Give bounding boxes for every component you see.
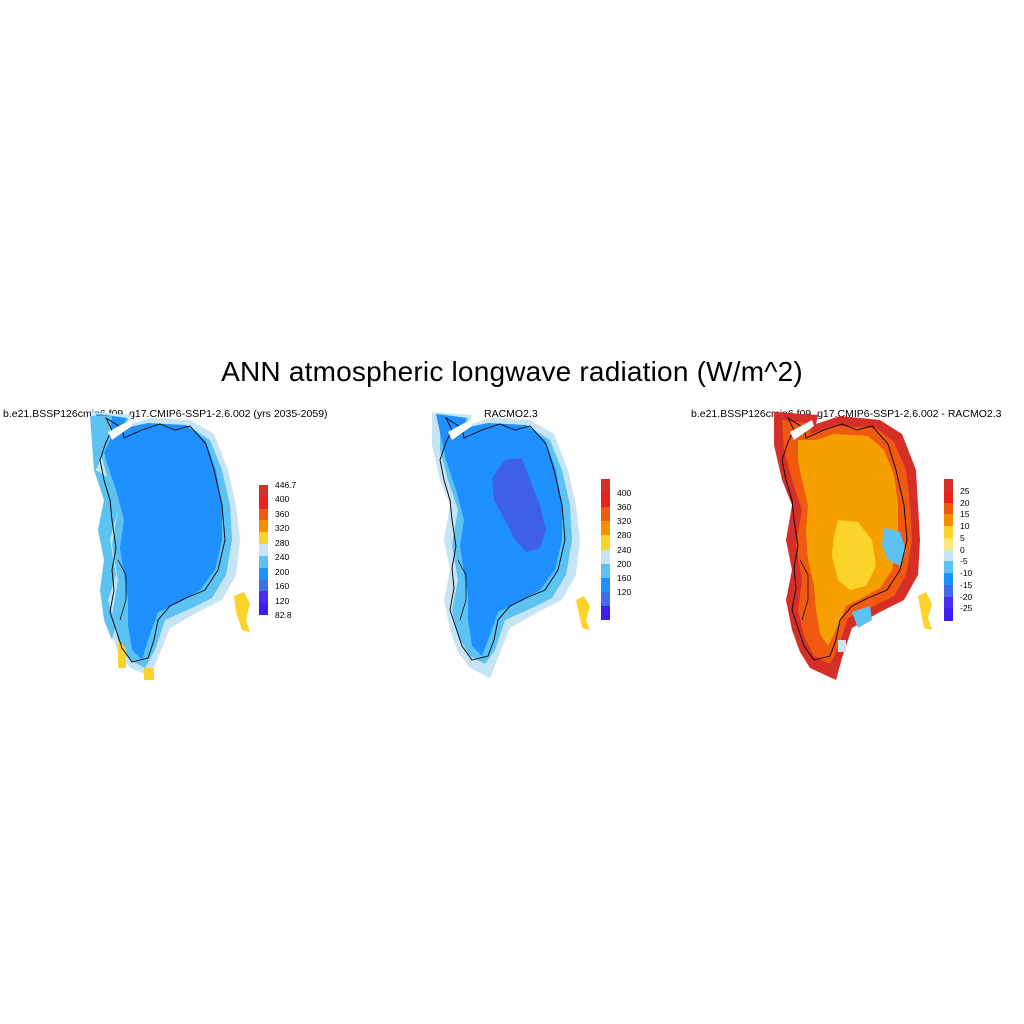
colorbar-label: 240 — [617, 544, 632, 555]
colorbar-swatch — [601, 549, 610, 565]
map-warm-island — [234, 592, 250, 632]
map-warm-fringe — [118, 640, 126, 668]
coastline-inner — [117, 559, 127, 621]
coastline-inner — [457, 559, 467, 621]
colorbar-label: 446.7 — [275, 480, 297, 490]
colorbar-swatch — [944, 573, 953, 586]
colorbar-label: 25 — [960, 485, 970, 496]
colorbar-swatch — [601, 605, 610, 621]
colorbar-swatch — [259, 579, 268, 592]
colorbar-swatch — [601, 577, 610, 593]
colorbar-label: 280 — [275, 537, 290, 548]
colorbar-label: -5 — [960, 556, 968, 567]
colorbar-label: -25 — [960, 603, 973, 614]
colorbar-swatch — [944, 502, 953, 515]
colorbar-swatch — [259, 591, 268, 604]
colorbar-swatch — [944, 479, 953, 492]
coastline — [439, 416, 566, 661]
coastline — [781, 416, 908, 661]
colorbar-swatch — [259, 485, 268, 498]
colorbar-swatch — [944, 596, 953, 609]
colorbar-swatch — [944, 608, 953, 621]
north-notch — [108, 420, 132, 440]
map-core-region — [832, 520, 876, 590]
colorbar-label: 280 — [617, 530, 632, 541]
map-interior-region — [436, 414, 562, 656]
colorbar-label: 160 — [275, 581, 290, 592]
colorbar-label: 400 — [275, 494, 290, 505]
colorbar-swatch — [259, 603, 268, 616]
colorbar-label: 320 — [617, 516, 632, 527]
colorbar-label: 240 — [275, 552, 290, 563]
colorbar-swatch — [601, 535, 610, 550]
colorbar-label: 200 — [617, 558, 632, 569]
north-notch — [790, 420, 814, 440]
colorbar-swatch — [944, 549, 953, 562]
north-notch — [448, 420, 472, 440]
panel-1-title: b.e21.BSSP126cmip6.f09_g17.CMIP6-SSP1-2.… — [3, 408, 328, 420]
colorbar-label: 120 — [617, 586, 632, 597]
colorbar-swatch — [944, 490, 953, 503]
colorbar-swatch — [944, 561, 953, 574]
colorbar-swatch — [601, 479, 610, 494]
map-cold-east — [882, 528, 906, 566]
colorbar-swatch — [601, 493, 610, 508]
colorbar-swatch — [944, 537, 953, 550]
colorbar-swatch — [259, 520, 268, 533]
colorbar-swatch — [259, 567, 268, 581]
map-warm-island — [576, 596, 590, 630]
colorbar-label: 200 — [275, 566, 290, 577]
colorbar-label: 400 — [617, 488, 632, 499]
map-cold-southeast — [852, 606, 872, 628]
colorbar-label: 0 — [960, 544, 965, 555]
map-warm-island — [918, 592, 932, 630]
colorbar-swatch — [601, 507, 610, 522]
colorbar-label: 360 — [275, 508, 290, 519]
map-interior-region — [96, 414, 222, 660]
map-cold-southwest — [838, 640, 846, 652]
colorbar-label: -20 — [960, 591, 973, 602]
colorbar-swatch — [601, 521, 610, 536]
colorbar-swatch — [601, 563, 610, 579]
colorbar-swatch — [944, 526, 953, 539]
panel-3-title: b.e21.BSSP126cmip6.f09_g17.CMIP6-SSP1-2.… — [691, 408, 1002, 420]
colorbar-swatch — [259, 508, 268, 521]
colorbar-label: -15 — [960, 579, 973, 590]
figure-title: ANN atmospheric longwave radiation (W/m^… — [221, 356, 803, 387]
colorbar-swatch — [259, 544, 268, 557]
colorbar-label: 320 — [275, 523, 290, 534]
colorbar-swatch — [259, 532, 268, 545]
map-core-region — [492, 458, 546, 552]
colorbar-label: -10 — [960, 568, 973, 578]
map-west-margin — [90, 416, 118, 640]
colorbar-label: 15 — [960, 509, 970, 520]
colorbar-label: 10 — [960, 521, 970, 531]
colorbar-label: 20 — [960, 497, 970, 508]
colorbar-swatch — [259, 555, 268, 569]
coastline — [99, 416, 226, 663]
colorbar-label: 160 — [617, 572, 632, 583]
colorbar-label: 82.8 — [275, 610, 292, 620]
panel-2-title: RACMO2.3 — [484, 408, 538, 420]
colorbar-swatch — [259, 496, 268, 510]
colorbar-swatch — [944, 584, 953, 597]
colorbar-swatch — [601, 591, 610, 607]
colorbar-label: 120 — [275, 595, 290, 606]
colorbar-swatch — [944, 514, 953, 527]
colorbar-label: 5 — [960, 532, 965, 543]
map-warm-south — [144, 668, 154, 680]
colorbar-label: 360 — [617, 502, 632, 513]
coastline-inner — [799, 559, 809, 621]
